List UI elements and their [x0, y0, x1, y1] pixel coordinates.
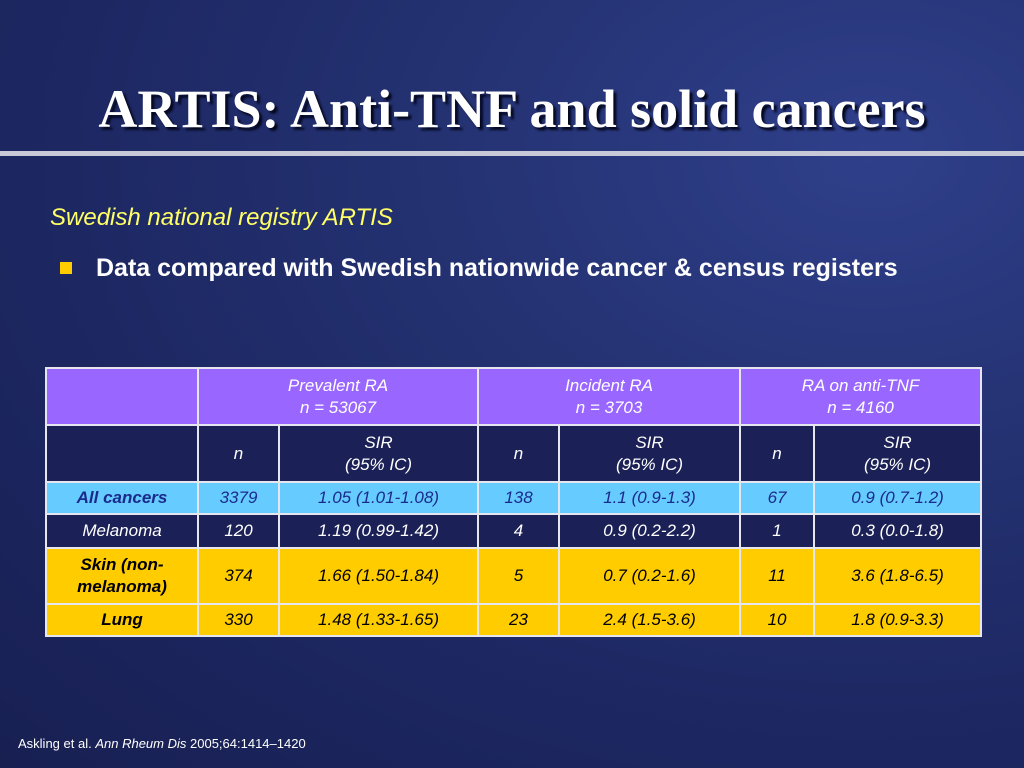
table-cell: 5 [477, 547, 561, 605]
table-cell: 67 [739, 481, 816, 515]
group-header-prevalent-ra: Prevalent RA n = 53067 [196, 367, 480, 426]
group-size: n = 3703 [575, 397, 643, 417]
table-cell: 23 [477, 603, 561, 637]
square-bullet-icon [60, 262, 72, 274]
citation-authors: Askling et al. [18, 736, 92, 751]
table-cell: 3.6 (1.8-6.5) [813, 547, 983, 605]
subheader-sir: SIR (95% IC) [558, 424, 742, 483]
table-group-header-row: Prevalent RA n = 53067 Incident RA n = 3… [45, 367, 983, 426]
table-cell: 120 [197, 513, 280, 549]
citation-footnote: Askling et al. Ann Rheum Dis 2005;64:141… [18, 736, 306, 751]
row-label: All cancers [45, 481, 199, 515]
table-cell: 1.1 (0.9-1.3) [558, 481, 742, 515]
slide-title: ARTIS: Anti-TNF and solid cancers [98, 79, 926, 139]
table-cell: 1.19 (0.99-1.42) [277, 513, 480, 549]
row-label: Lung [45, 603, 199, 637]
group-name: RA on anti-TNF [801, 375, 920, 395]
table-row-skin-non-melanoma: Skin (non- melanoma) 374 1.66 (1.50-1.84… [45, 547, 983, 605]
table-cell: 330 [197, 603, 280, 637]
table-cell: 11 [739, 547, 816, 605]
citation-journal: Ann Rheum Dis [95, 736, 187, 751]
group-header-incident-ra: Incident RA n = 3703 [477, 367, 742, 426]
table-cell: 10 [739, 603, 816, 637]
table-cell: 1 [739, 513, 816, 549]
subheader-n: n [197, 424, 280, 483]
table-corner-cell [45, 367, 199, 426]
sir-label: SIR [364, 432, 393, 452]
table-cell: 2.4 (1.5-3.6) [558, 603, 742, 637]
subheader-n: n [739, 424, 816, 483]
table-row-melanoma: Melanoma 120 1.19 (0.99-1.42) 4 0.9 (0.2… [45, 513, 983, 549]
group-name: Prevalent RA [287, 375, 389, 395]
table-corner-cell [45, 424, 199, 483]
table-row-lung: Lung 330 1.48 (1.33-1.65) 23 2.4 (1.5-3.… [45, 603, 983, 637]
table-cell: 1.05 (1.01-1.08) [277, 481, 480, 515]
table-cell: 1.66 (1.50-1.84) [277, 547, 480, 605]
table-cell: 1.8 (0.9-3.3) [813, 603, 983, 637]
cancer-risk-table: Prevalent RA n = 53067 Incident RA n = 3… [45, 367, 983, 637]
subheader-n: n [477, 424, 561, 483]
sir-label: SIR [883, 432, 912, 452]
row-label: Melanoma [45, 513, 199, 549]
table-cell: 138 [477, 481, 561, 515]
title-divider [0, 151, 1024, 156]
ci-label: (95% IC) [863, 454, 932, 474]
row-label-line: Skin (non- [80, 555, 164, 574]
subheader-sir: SIR (95% IC) [277, 424, 480, 483]
citation-reference: 2005;64:1414–1420 [190, 736, 306, 751]
table-row-all-cancers: All cancers 3379 1.05 (1.01-1.08) 138 1.… [45, 481, 983, 515]
table-cell: 3379 [197, 481, 280, 515]
table-cell: 0.7 (0.2-1.6) [558, 547, 742, 605]
row-label-line: melanoma) [77, 577, 167, 596]
group-size: n = 53067 [299, 397, 377, 417]
table-cell: 0.9 (0.7-1.2) [813, 481, 983, 515]
group-header-ra-on-anti-tnf: RA on anti-TNF n = 4160 [739, 367, 983, 426]
slide-subtitle: Swedish national registry ARTIS [50, 204, 393, 231]
table-cell: 4 [477, 513, 561, 549]
table-subheader-row: n SIR (95% IC) n SIR (95% IC) n SIR (95%… [45, 424, 983, 483]
sir-label: SIR [635, 432, 664, 452]
group-size: n = 4160 [827, 397, 894, 417]
group-name: Incident RA [565, 375, 653, 395]
subheader-sir: SIR (95% IC) [813, 424, 983, 483]
table-cell: 0.9 (0.2-2.2) [558, 513, 742, 549]
table-cell: 374 [197, 547, 280, 605]
row-label: Skin (non- melanoma) [45, 547, 199, 605]
ci-label: (95% IC) [344, 454, 413, 474]
bullet-text: Data compared with Swedish nationwide ca… [96, 254, 898, 282]
table-cell: 1.48 (1.33-1.65) [277, 603, 480, 637]
table-cell: 0.3 (0.0-1.8) [813, 513, 983, 549]
ci-label: (95% IC) [615, 454, 684, 474]
